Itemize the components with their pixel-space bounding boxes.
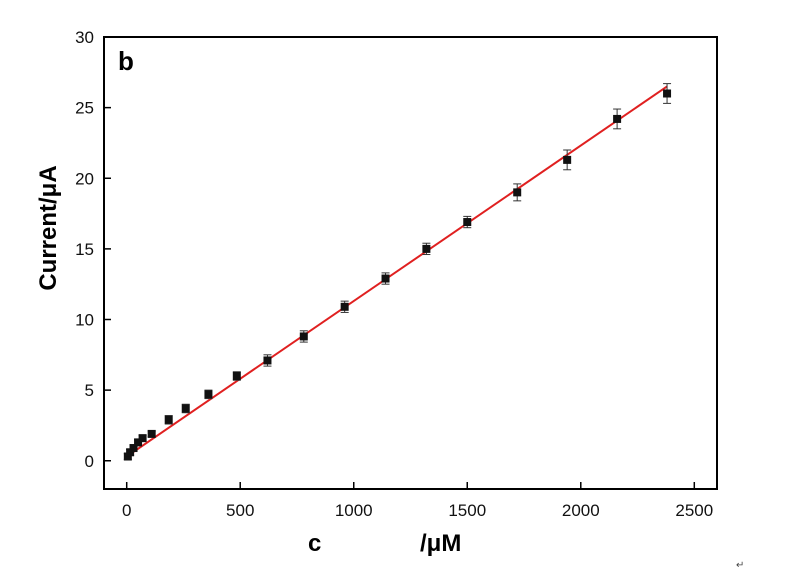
plot-frame <box>103 36 718 490</box>
y-tick-label: 0 <box>85 452 94 471</box>
data-point <box>181 404 190 413</box>
fit-line <box>126 85 668 458</box>
x-tick-label: 1000 <box>335 501 373 520</box>
y-tick-label: 20 <box>75 169 94 188</box>
data-point <box>129 444 138 453</box>
data-point <box>463 218 472 227</box>
data-point <box>134 438 143 447</box>
data-point <box>299 332 308 341</box>
y-tick-label: 5 <box>85 381 94 400</box>
y-tick-label: 10 <box>75 311 94 330</box>
y-axis-title: Current/μA <box>35 165 62 290</box>
data-point <box>147 429 156 438</box>
x-tick-label: 0 <box>122 501 131 520</box>
data-point <box>126 448 135 457</box>
y-tick-label: 25 <box>75 99 94 118</box>
x-tick-label: 2000 <box>562 501 600 520</box>
axis-ticks: 0 500 1000 1500 2000 2500 0 5 10 15 20 25 30 <box>75 28 713 520</box>
data-point <box>232 372 241 380</box>
y-tick-label: 30 <box>75 28 94 47</box>
data-point <box>263 356 272 365</box>
fit-line-group <box>126 85 668 458</box>
panel-label: b <box>118 46 134 76</box>
data-point <box>563 155 572 164</box>
data-point <box>422 244 431 253</box>
data-points <box>123 83 672 461</box>
data-point <box>204 390 213 399</box>
data-point <box>513 188 522 197</box>
data-point <box>123 452 132 461</box>
x-tick-label: 1500 <box>448 501 486 520</box>
data-point <box>340 302 349 311</box>
x-tick-label: 500 <box>226 501 254 520</box>
x-axis-title-left: c <box>308 530 321 557</box>
y-tick-label: 15 <box>75 240 94 259</box>
data-point <box>663 89 672 98</box>
return-mark: ↵ <box>736 560 744 571</box>
x-axis-title-right: /μM <box>420 530 461 557</box>
data-point <box>164 415 173 424</box>
data-point <box>138 434 147 443</box>
data-point <box>381 274 390 283</box>
x-tick-label: 2500 <box>675 501 713 520</box>
data-point <box>613 114 622 123</box>
